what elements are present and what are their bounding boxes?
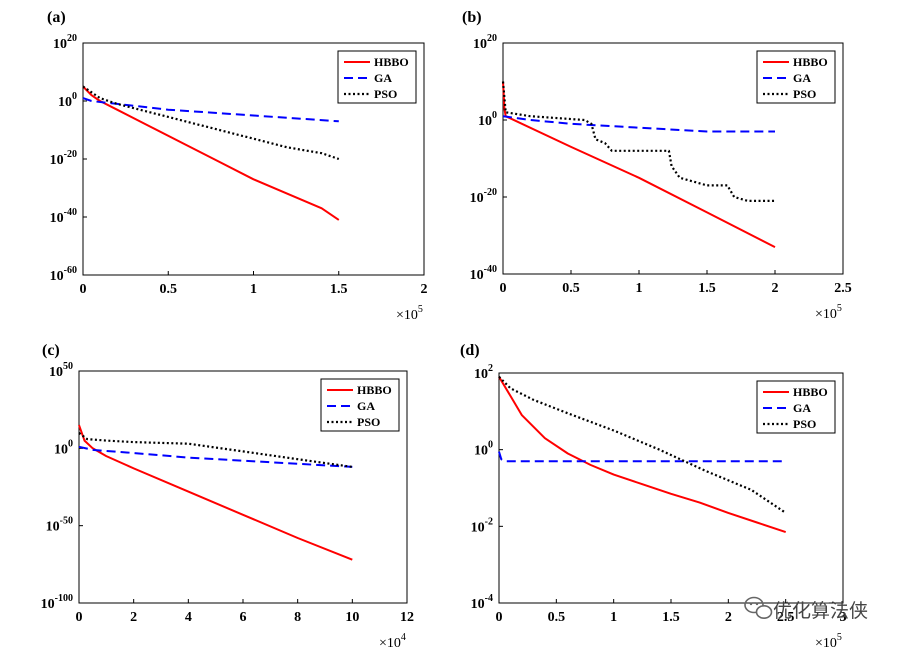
- legend: HBBO GA PSO: [756, 380, 836, 434]
- series-line-hbbo: [502, 81, 776, 248]
- legend-label: PSO: [357, 415, 380, 429]
- x-tick-label: 1: [250, 282, 257, 297]
- series-line-hbbo: [82, 85, 340, 221]
- legend: HBBO GA PSO: [337, 50, 417, 104]
- y-tick-label: 100: [54, 438, 73, 457]
- x-tick-label: 0: [76, 610, 83, 625]
- legend-label: GA: [357, 399, 375, 413]
- y-tick-label: 10-40: [470, 264, 497, 283]
- x-multiplier-label: ×105: [815, 303, 842, 322]
- x-tick-label: 1: [636, 281, 643, 296]
- x-tick-label: 0.5: [562, 281, 580, 296]
- x-tick-label: 0: [80, 282, 87, 297]
- x-tick-label: 2: [421, 282, 428, 297]
- x-tick-label: 2.5: [777, 610, 795, 625]
- x-multiplier-label: ×105: [396, 304, 423, 323]
- x-tick-label: 12: [400, 610, 414, 625]
- legend-label: PSO: [374, 87, 397, 101]
- legend-label: PSO: [793, 87, 816, 101]
- series-line-hbbo: [498, 376, 787, 534]
- y-tick-label: 100: [474, 440, 493, 459]
- x-tick-label: 10: [345, 610, 359, 625]
- y-tick-label: 10-4: [471, 593, 493, 612]
- x-tick-label: 3: [840, 610, 847, 625]
- y-tick-label: 10-100: [41, 593, 73, 612]
- panel-label: (c): [42, 342, 60, 359]
- panel-label: (d): [460, 342, 480, 359]
- y-tick-label: 10-20: [50, 149, 77, 168]
- x-tick-label: 0.5: [160, 282, 178, 297]
- wechat-icon: [744, 596, 773, 619]
- x-tick-label: 2: [130, 610, 137, 625]
- y-tick-label: 10-60: [50, 265, 77, 284]
- y-tick-label: 10-20: [470, 187, 497, 206]
- x-tick-label: 2.5: [834, 281, 852, 296]
- series-line-pso: [82, 85, 340, 161]
- panel-c: (c) 0 2 4 6 8 10 12 ×104 1050 100 10-50 10-100 HBBO GA…: [41, 342, 414, 651]
- panel-d: (d) 0 0.5 1 1.5 2 2.5 3 ×105 102 100 10-2 10-4 HBBO GA…: [460, 342, 847, 651]
- legend: HBBO GA PSO: [756, 50, 836, 104]
- y-tick-label: 1020: [473, 33, 497, 52]
- legend-label: PSO: [793, 417, 816, 431]
- x-tick-label: 0.5: [548, 610, 566, 625]
- x-tick-label: 1.5: [662, 610, 680, 625]
- series-line-pso: [78, 432, 353, 468]
- watermark-text: 优化算法侠: [773, 600, 868, 622]
- panel-b: (b) 0 0.5 1 1.5 2 2.5 ×105 1020 100 10-20 10-40 HBBO…: [462, 9, 852, 322]
- legend-label: HBBO: [793, 55, 828, 69]
- series-line-ga: [502, 115, 775, 133]
- y-tick-label: 10-50: [46, 516, 73, 535]
- legend-label: GA: [374, 71, 392, 85]
- legend-label: HBBO: [374, 55, 409, 69]
- x-tick-label: 4: [185, 610, 192, 625]
- y-tick-label: 10-2: [471, 516, 493, 535]
- legend-label: GA: [793, 71, 811, 85]
- series-line-hbbo: [78, 424, 353, 561]
- watermark: 优化算法侠: [744, 596, 868, 622]
- x-tick-label: 8: [294, 610, 301, 625]
- legend: HBBO GA PSO: [320, 378, 400, 432]
- panel-label: (b): [462, 9, 482, 26]
- y-tick-label: 10-40: [50, 207, 77, 226]
- series-line-pso: [501, 81, 775, 202]
- series-line-ga: [498, 451, 786, 463]
- y-tick-label: 100: [58, 91, 77, 110]
- y-tick-label: 1050: [49, 361, 73, 380]
- x-tick-label: 0: [500, 281, 507, 296]
- legend-label: GA: [793, 401, 811, 415]
- panel-a: (a) 0 0.5 1 1.5 2 ×105 1020 100 10-20 10-40 10-60 HB…: [47, 9, 428, 323]
- series-line-pso: [498, 376, 787, 514]
- plot-frame: [502, 42, 844, 275]
- x-tick-label: 1.5: [330, 282, 348, 297]
- x-multiplier-label: ×105: [815, 632, 842, 651]
- series-line-ga: [82, 97, 339, 123]
- x-tick-label: 2: [725, 610, 732, 625]
- x-tick-label: 2: [772, 281, 779, 296]
- x-tick-label: 1.5: [698, 281, 716, 296]
- series-line-ga: [78, 445, 353, 468]
- legend-label: HBBO: [793, 385, 828, 399]
- x-tick-label: 0: [496, 610, 503, 625]
- legend-label: HBBO: [357, 383, 392, 397]
- y-tick-label: 1020: [53, 33, 77, 52]
- x-multiplier-label: ×104: [379, 632, 406, 651]
- panel-label: (a): [47, 9, 66, 26]
- y-tick-label: 102: [474, 363, 493, 382]
- x-tick-label: 6: [240, 610, 247, 625]
- x-tick-label: 1: [610, 610, 617, 625]
- y-tick-label: 100: [478, 110, 497, 129]
